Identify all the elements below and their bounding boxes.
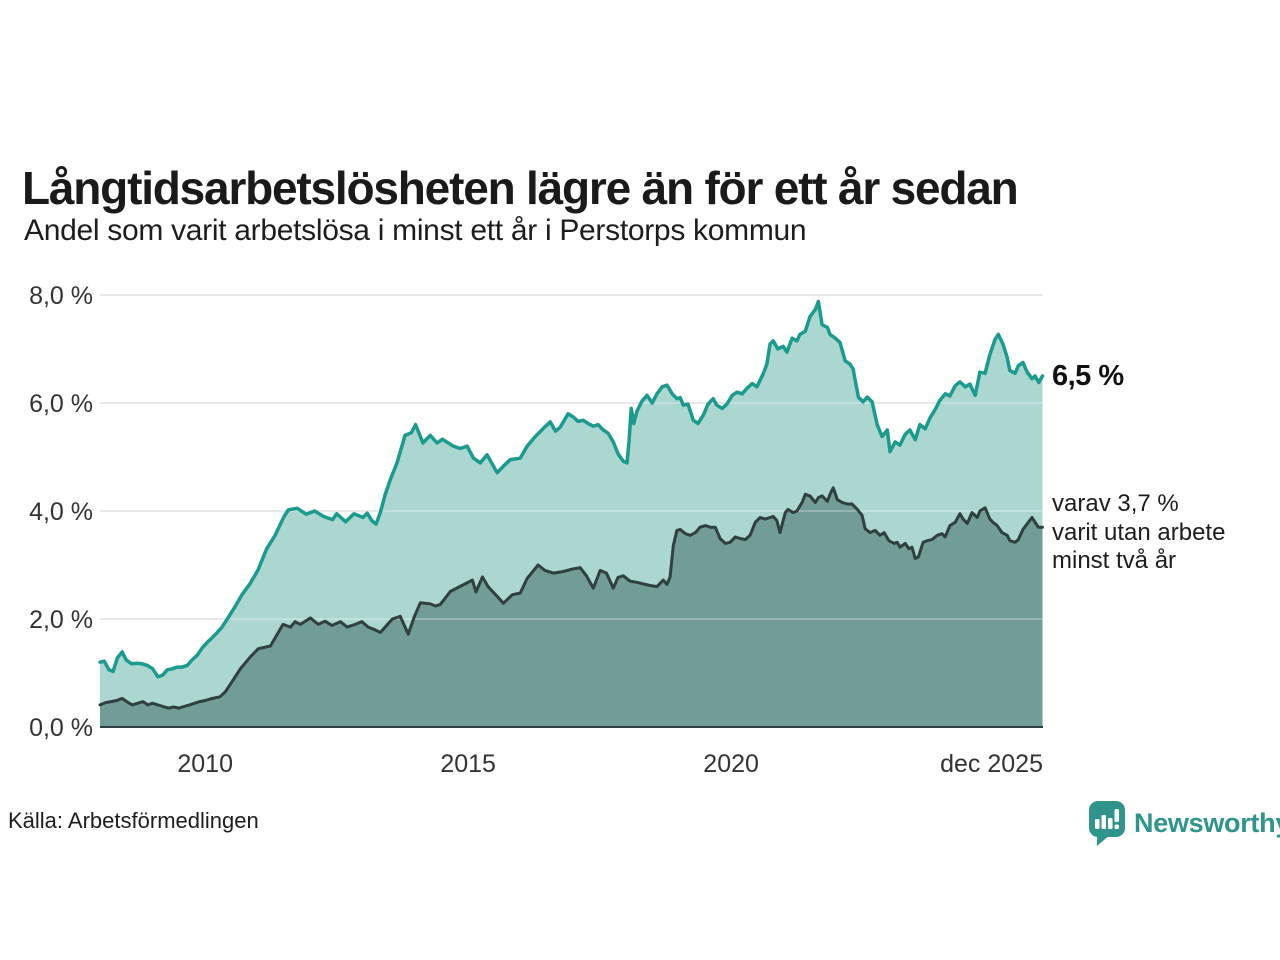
x-axis-label: dec 2025	[940, 750, 1043, 778]
total-series-end-label: 6,5 %	[1052, 360, 1124, 392]
newsworthy-bubble-barchart-icon	[1089, 801, 1125, 846]
y-axis-label: 2,0 %	[29, 606, 93, 634]
x-axis-label: 2010	[177, 750, 233, 778]
y-axis-label: 4,0 %	[29, 498, 93, 526]
secondary-label-line-2: varit utan arbete	[1052, 518, 1226, 546]
page-title: Långtidsarbetslösheten lägre än för ett …	[22, 161, 1019, 214]
y-axis-label: 8,0 %	[29, 282, 93, 310]
secondary-label-line-1: varav 3,7 %	[1052, 490, 1179, 517]
x-axis-label: 2020	[703, 750, 759, 778]
area-fill-two-years	[100, 487, 1043, 727]
newsworthy-logo-text: Newsworthy	[1134, 808, 1280, 838]
secondary-label-line-3: minst två år	[1052, 547, 1177, 574]
newsworthy-logo: Newsworthy	[1088, 800, 1280, 847]
x-axis-label: 2015	[440, 750, 496, 778]
line-total	[98, 299, 1045, 679]
secondary-series-end-label: varav 3,7 % varit utan arbete minst två …	[1052, 490, 1225, 576]
source-attribution: Källa: Arbetsförmedlingen	[8, 808, 259, 833]
y-axis-label: 6,0 %	[29, 390, 93, 418]
page-subtitle: Andel som varit arbetslösa i minst ett å…	[24, 214, 807, 247]
y-axis-label: 0,0 %	[29, 714, 93, 742]
line-two-years	[98, 486, 1044, 710]
